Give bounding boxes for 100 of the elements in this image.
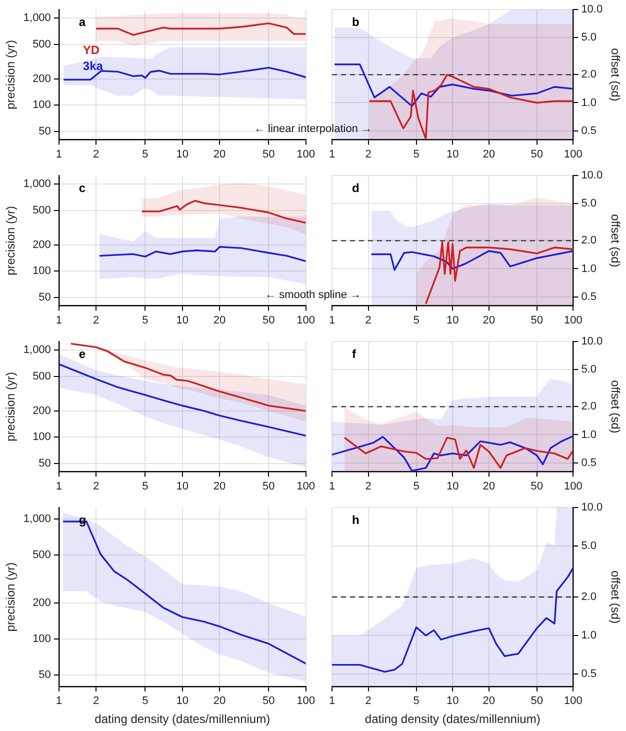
y-axis-title: offset (sd) — [608, 570, 622, 624]
x-tick-label: 5 — [142, 148, 148, 160]
text: c — [78, 180, 86, 195]
x-tick-label: 1 — [56, 695, 62, 708]
y-tick-label: 0.5 — [581, 124, 596, 137]
x-tick-label: 5 — [413, 695, 420, 708]
y-tick-label: 500 — [32, 38, 51, 50]
x-tick-label: 50 — [262, 695, 275, 708]
text: b — [352, 14, 360, 29]
y-tick-label: 5.0 — [581, 540, 596, 552]
y-tick-label: 10.0 — [581, 4, 603, 16]
y-axis-title: precision (yr) — [4, 40, 18, 110]
x-tick-label: 50 — [530, 695, 544, 708]
x-tick-label: 10 — [446, 480, 459, 492]
y-tick-label: 0.5 — [581, 290, 596, 303]
x-tick-label: 50 — [530, 480, 544, 492]
y-tick-label: 1,000 — [23, 12, 51, 24]
x-axis-title: dating density (dates/millennium) — [364, 712, 540, 726]
x-tick-label: 100 — [564, 695, 582, 708]
x-tick-label: 1 — [56, 148, 62, 160]
x-tick-label: 1 — [328, 480, 336, 492]
y-axis-title: offset (sd) — [608, 214, 622, 268]
x-tick-label: 50 — [262, 314, 275, 326]
x-tick-label: 2 — [93, 148, 100, 160]
x-tick-label: 2 — [365, 148, 372, 160]
y-tick-label: 1.0 — [581, 262, 596, 275]
y-tick-label: 2.0 — [581, 68, 596, 81]
x-tick-label: 100 — [296, 314, 316, 326]
y-tick-label: 2.0 — [581, 234, 596, 247]
y-tick-label: 200 — [32, 238, 51, 251]
y-tick-label: 200 — [32, 404, 51, 417]
x-axis-title: dating density (dates/millennium) — [94, 712, 270, 726]
y-tick-label: 1,000 — [23, 178, 51, 190]
x-tick-label: 5 — [142, 480, 148, 492]
x-tick-label: 10 — [446, 148, 459, 160]
x-tick-label: 5 — [142, 314, 148, 326]
x-tick-label: 10 — [176, 148, 188, 160]
x-tick-label: 50 — [530, 314, 544, 326]
y-tick-label: 50 — [38, 457, 51, 470]
y-tick-label: 10.0 — [581, 170, 603, 182]
y-tick-label: 1,000 — [23, 344, 51, 356]
y-tick-label: 200 — [32, 72, 51, 85]
x-tick-label: 20 — [213, 695, 226, 708]
x-tick-label: 1 — [328, 695, 336, 708]
x-tick-label: 10 — [446, 695, 459, 708]
text: h — [352, 512, 360, 527]
x-tick-label: 20 — [213, 480, 226, 492]
x-tick-label: 20 — [482, 314, 496, 326]
x-tick-label: 5 — [413, 148, 420, 160]
annotation: ← smooth spline → — [265, 288, 361, 301]
y-tick-label: 200 — [32, 596, 51, 609]
x-tick-label: 100 — [296, 695, 316, 708]
y-tick-label: 2.0 — [581, 591, 596, 604]
y-tick-label: 100 — [32, 99, 51, 112]
x-tick-label: 50 — [262, 480, 275, 492]
x-tick-label: 2 — [365, 480, 372, 492]
y-tick-label: 50 — [38, 125, 51, 138]
y-tick-label: 0.5 — [581, 668, 596, 680]
y-tick-label: 100 — [32, 632, 51, 645]
text: f — [352, 346, 357, 361]
y-tick-label: 50 — [38, 291, 51, 304]
y-tick-label: 500 — [32, 370, 51, 382]
x-tick-label: 10 — [446, 314, 459, 326]
y-tick-label: 0.5 — [581, 456, 596, 469]
y-tick-label: 5.0 — [581, 198, 596, 210]
y-tick-label: 10.0 — [581, 502, 603, 514]
x-tick-label: 1 — [328, 148, 336, 160]
y-tick-label: 1.0 — [581, 96, 596, 109]
x-tick-label: 5 — [142, 695, 148, 708]
x-tick-label: 10 — [176, 480, 188, 492]
y-axis-title: offset (sd) — [608, 380, 622, 434]
x-tick-label: 100 — [564, 314, 582, 326]
text: d — [352, 180, 360, 195]
annotation: ← linear interpolation → — [254, 122, 372, 135]
x-tick-label: 10 — [176, 314, 188, 326]
x-tick-label: 2 — [93, 480, 100, 492]
x-tick-label: 50 — [262, 148, 275, 160]
series-label: 3ka — [82, 58, 104, 73]
x-tick-label: 5 — [413, 480, 420, 492]
x-tick-label: 2 — [365, 314, 372, 326]
y-tick-label: 2.0 — [581, 400, 596, 413]
y-tick-label: 1,000 — [23, 513, 51, 526]
x-tick-label: 10 — [176, 695, 188, 708]
x-tick-label: 100 — [296, 148, 316, 160]
x-tick-label: 20 — [482, 480, 496, 492]
x-tick-label: 1 — [328, 314, 336, 326]
x-tick-label: 100 — [564, 480, 582, 492]
y-tick-label: 100 — [32, 265, 51, 278]
x-tick-label: 100 — [564, 148, 582, 160]
text: a — [78, 14, 86, 29]
x-tick-label: 20 — [213, 314, 226, 326]
y-axis-title: precision (yr) — [4, 562, 18, 632]
x-tick-label: 2 — [93, 314, 100, 326]
series-label: YD — [82, 42, 100, 57]
x-tick-label: 2 — [365, 695, 372, 708]
y-tick-label: 5.0 — [581, 32, 596, 44]
y-tick-label: 100 — [32, 431, 51, 444]
x-tick-label: 1 — [56, 314, 62, 326]
y-axis-title: offset (sd) — [608, 48, 622, 102]
y-tick-label: 1.0 — [581, 630, 596, 642]
